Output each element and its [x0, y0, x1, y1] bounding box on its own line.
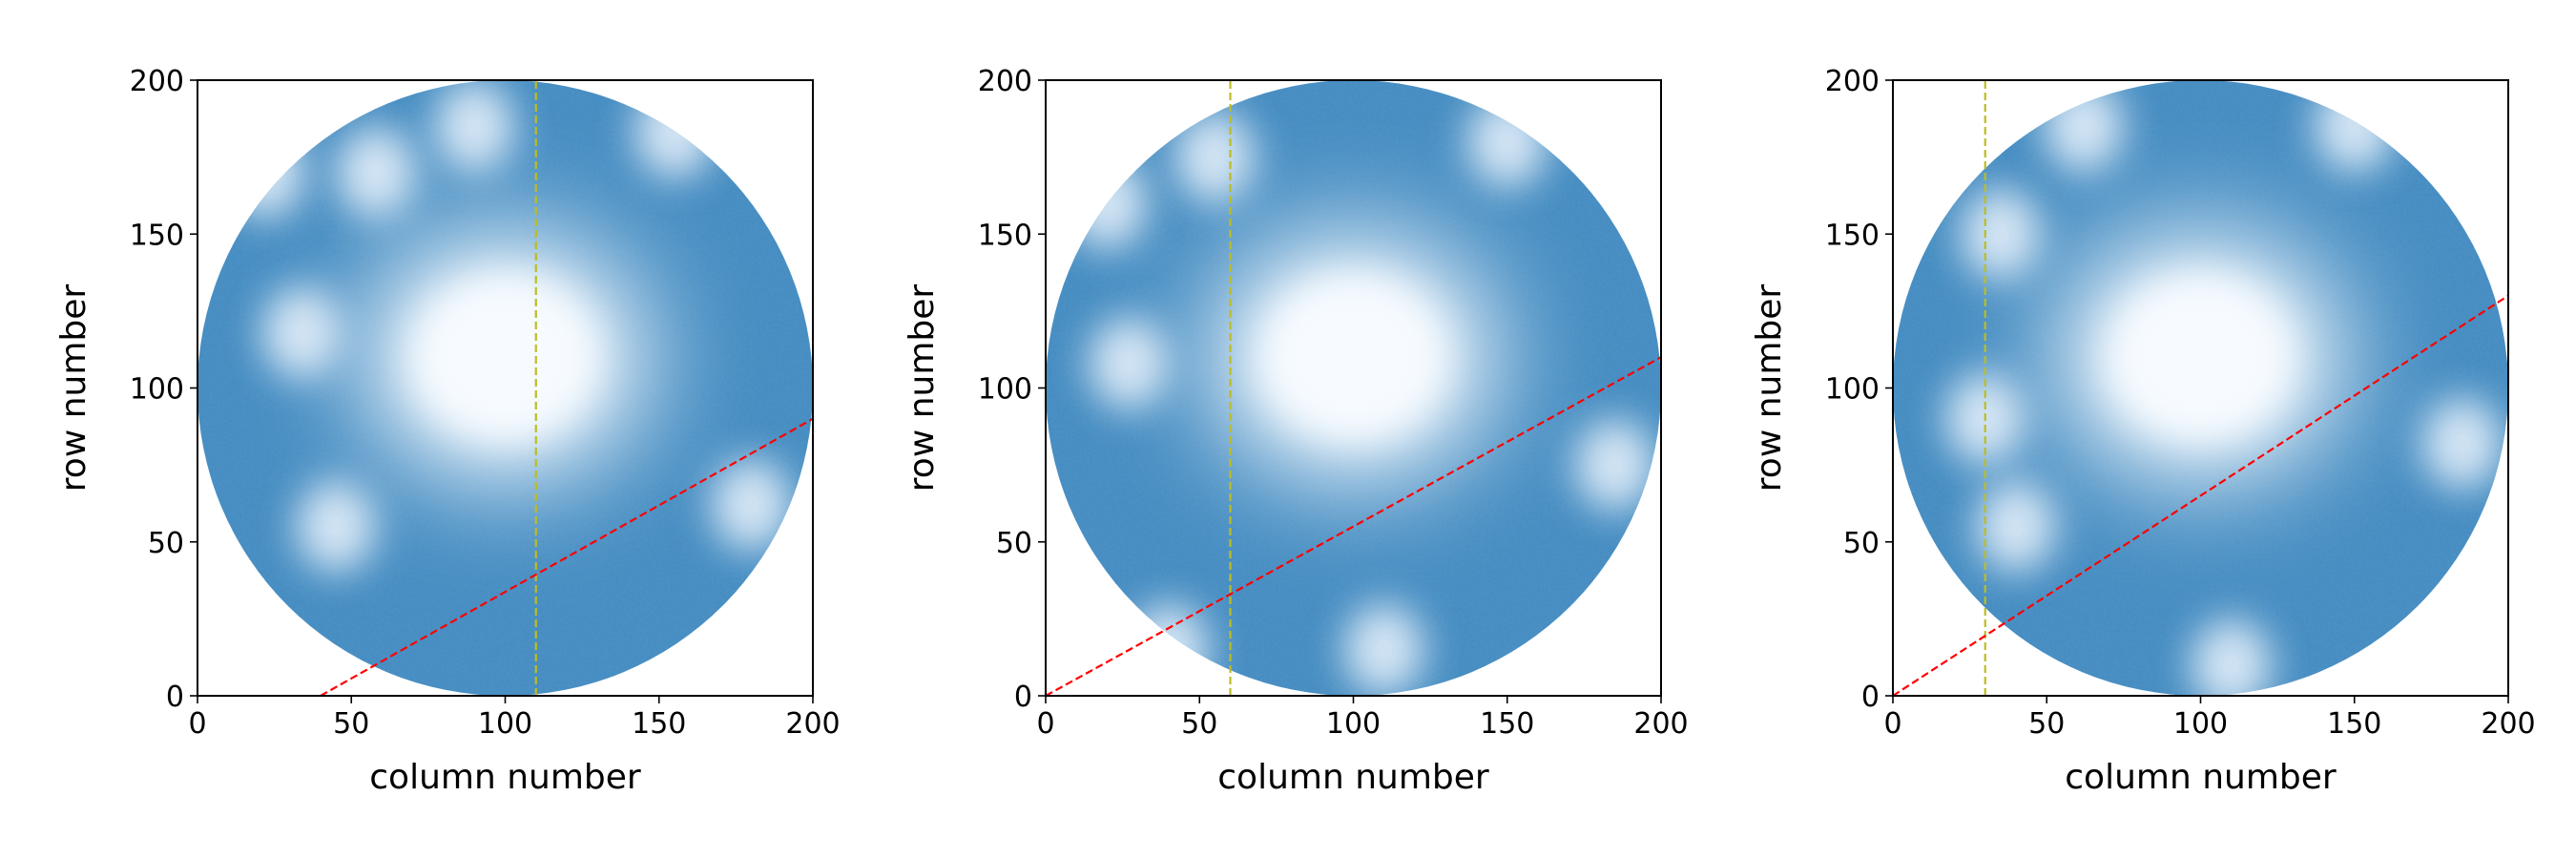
y-tick-label: 200 — [1825, 65, 1880, 98]
y-tick-label: 200 — [130, 65, 184, 98]
x-tick-label: 0 — [1883, 707, 1901, 741]
y-tick-label: 200 — [978, 65, 1032, 98]
x-tick-label: 150 — [632, 707, 686, 741]
light-spot — [1174, 111, 1256, 203]
light-spot — [1067, 157, 1148, 249]
light-spot — [1089, 317, 1170, 409]
x-tick-label: 0 — [188, 707, 206, 741]
x-axis-label: column number — [1217, 758, 1489, 797]
y-tick-label: 150 — [978, 219, 1032, 252]
x-tick-label: 200 — [1633, 707, 1688, 741]
light-spot — [2191, 618, 2272, 696]
x-tick-label: 50 — [2028, 707, 2065, 741]
heatmap-image — [197, 80, 813, 696]
y-tick-label: 0 — [166, 681, 184, 714]
panel-3: 0 50 100 150 200 0 50 100 150 200 column number row… — [1750, 65, 2536, 797]
panel-2: 0 50 100 150 200 0 50 100 150 200 column number row… — [903, 65, 1689, 797]
x-tick-label: 0 — [1036, 707, 1054, 741]
diagonal-dashed-line — [1045, 356, 1662, 697]
light-spot — [296, 480, 377, 573]
y-tick-label: 0 — [1861, 681, 1880, 714]
y-axis-label: row number — [1750, 284, 1789, 492]
light-spot — [1574, 419, 1655, 512]
x-tick-label: 50 — [1181, 707, 1217, 741]
y-tick-label: 150 — [130, 219, 184, 252]
x-tick-label: 100 — [2173, 707, 2228, 741]
light-spot — [1960, 188, 2041, 281]
light-spot — [434, 80, 515, 173]
y-tick-label: 50 — [996, 527, 1032, 560]
x-axis-label: column number — [2065, 758, 2337, 797]
x-tick-label: 150 — [2327, 707, 2381, 741]
diagonal-dashed-line — [1892, 294, 2509, 697]
heatmap-image — [1046, 80, 1661, 696]
x-tick-label: 50 — [333, 707, 369, 741]
light-spot — [2421, 397, 2503, 490]
light-spot — [634, 86, 715, 178]
x-tick-label: 150 — [1480, 707, 1534, 741]
x-tick-label: 100 — [1326, 707, 1381, 741]
y-tick-label: 50 — [1843, 527, 1880, 560]
y-axis-label: row number — [54, 284, 93, 492]
light-spot — [2043, 80, 2124, 173]
light-spot — [1343, 603, 1424, 696]
light-spot — [1466, 95, 1548, 188]
y-tick-label: 150 — [1825, 219, 1880, 252]
y-tick-label: 100 — [978, 373, 1032, 407]
diagonal-dashed-line — [320, 417, 814, 697]
y-axis-label: row number — [903, 284, 942, 492]
panel-1: 0 50 100 150 200 0 50 100 150 200 column number row… — [54, 65, 841, 797]
light-spot — [1129, 603, 1209, 696]
y-tick-label: 100 — [130, 373, 184, 407]
y-tick-label: 0 — [1014, 681, 1032, 714]
light-spot — [224, 126, 305, 219]
light-spot — [261, 286, 343, 379]
light-spot — [2314, 80, 2395, 173]
heatmap-image — [1893, 80, 2508, 696]
x-tick-label: 100 — [478, 707, 532, 741]
light-spot — [1976, 480, 2056, 573]
x-tick-label: 200 — [785, 707, 840, 741]
y-tick-label: 100 — [1825, 373, 1880, 407]
y-tick-label: 50 — [148, 527, 184, 560]
x-tick-label: 200 — [2481, 707, 2535, 741]
x-axis-label: column number — [369, 758, 641, 797]
light-spot — [711, 459, 792, 552]
light-spot — [336, 126, 417, 219]
